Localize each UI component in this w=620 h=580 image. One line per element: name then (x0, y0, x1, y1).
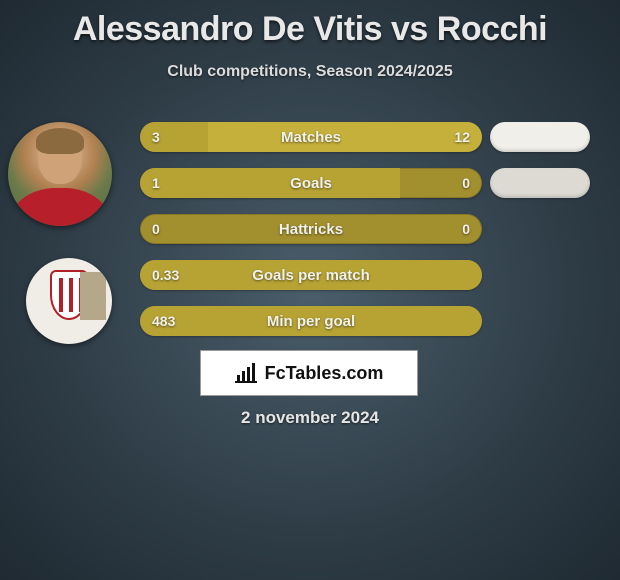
source-badge: FcTables.com (200, 350, 418, 396)
stat-value-right: 12 (454, 122, 470, 152)
page-title: Alessandro De Vitis vs Rocchi (0, 0, 620, 49)
chart-icon (235, 363, 257, 383)
subtitle: Club competitions, Season 2024/2025 (0, 63, 620, 81)
stat-row: 0.33Goals per match (140, 260, 482, 290)
avatars (8, 122, 112, 344)
source-badge-text: FcTables.com (265, 363, 384, 384)
stat-row: 10Goals (140, 168, 482, 198)
stat-value-right: 0 (462, 214, 470, 244)
player-avatar-2 (26, 258, 112, 344)
stat-value-left: 3 (152, 122, 160, 152)
stat-bar-left (140, 260, 482, 290)
stat-row: 483Min per goal (140, 306, 482, 336)
stat-label: Hattricks (140, 214, 482, 244)
stat-row: 312Matches (140, 122, 482, 152)
stat-bars: 312Matches10Goals00Hattricks0.33Goals pe… (140, 122, 482, 352)
stat-value-left: 0 (152, 214, 160, 244)
result-pills (490, 122, 590, 214)
stat-bar-left (140, 306, 482, 336)
pill (490, 168, 590, 198)
stat-bar-left (140, 122, 208, 152)
stat-row: 0 0Hattricks (140, 214, 482, 244)
pill (490, 122, 590, 152)
date-text: 2 november 2024 (0, 408, 620, 428)
stat-value-right: 0 (462, 168, 470, 198)
stat-value-left: 0.33 (152, 260, 179, 290)
player-avatar-1 (8, 122, 112, 226)
stat-value-left: 1 (152, 168, 160, 198)
stat-value-left: 483 (152, 306, 175, 336)
stat-bar-left (140, 168, 400, 198)
stat-bar-right (208, 122, 482, 152)
